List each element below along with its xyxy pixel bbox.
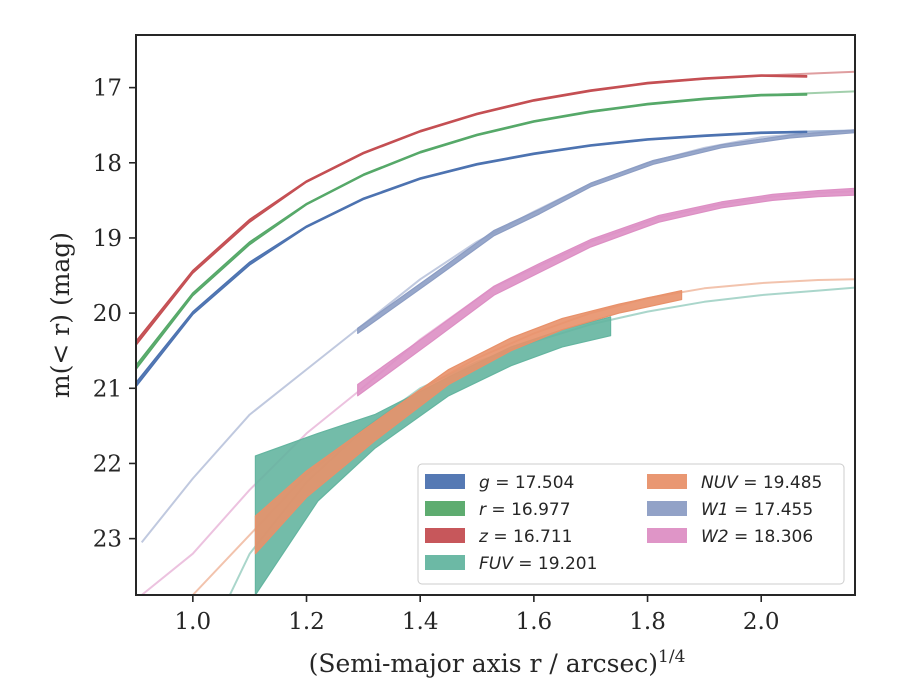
legend-equals: = (488, 527, 513, 547)
legend-equals: = (729, 527, 754, 547)
legend-symbol: NUV (701, 473, 739, 493)
legend-swatch-r (425, 501, 465, 516)
x-tick-label: 1.8 (629, 609, 666, 635)
legend-equals: = (486, 500, 511, 520)
x-tick-label: 2.0 (743, 609, 780, 635)
x-tick-label: 1.2 (288, 609, 325, 635)
data-bands (136, 74, 855, 595)
legend-equals: = (729, 500, 754, 520)
y-tick-label: 22 (93, 451, 122, 477)
legend-value: 18.306 (754, 527, 813, 547)
legend-symbol: z (478, 527, 489, 547)
legend-swatch-fuv (425, 555, 465, 570)
legend-label-r: r = 16.977 (479, 500, 571, 520)
data-band-w1 (357, 129, 855, 334)
legend-symbol: W1 (701, 500, 729, 520)
plot-frame (135, 34, 856, 596)
data-band-w2 (357, 187, 855, 397)
legend-label-z: z = 16.711 (478, 527, 572, 547)
legend-value: 17.455 (754, 500, 813, 520)
y-tick-label: 17 (93, 76, 122, 102)
legend: g = 17.504 r = 16.977 z = 16.711 FUV = 19.2… (417, 463, 845, 585)
y-axis-ticks: 17 18 19 20 21 22 23 (93, 76, 136, 553)
legend-value: 19.485 (763, 473, 822, 493)
legend-label-fuv: FUV = 19.201 (479, 554, 597, 574)
legend-value: 19.201 (538, 554, 597, 574)
x-tick-label: 1.0 (175, 609, 212, 635)
legend-label-g: g = 17.504 (479, 473, 574, 493)
x-axis-title-exponent: 1/4 (658, 647, 685, 667)
data-band-z (136, 74, 808, 346)
data-band-r (136, 92, 808, 371)
legend-swatch-w2 (647, 528, 687, 543)
y-tick-label: 19 (93, 226, 122, 252)
legend-equals: = (738, 473, 763, 493)
y-axis-title: m(< r) (mag) (46, 232, 75, 398)
legend-frame (417, 463, 845, 585)
data-band-nuv (254, 290, 683, 555)
legend-symbol: W2 (701, 527, 729, 547)
x-axis-title-base: (Semi-major axis r / arcsec) (309, 649, 658, 678)
legend-swatch-z (425, 528, 465, 543)
legend-swatch-nuv (647, 474, 687, 489)
legend-equals: = (513, 554, 538, 574)
legend-value: 16.977 (511, 500, 570, 520)
legend-label-nuv: NUV = 19.485 (701, 473, 822, 493)
legend-label-w1: W1 = 17.455 (701, 500, 813, 520)
legend-swatch-g (425, 474, 465, 489)
x-tick-label: 1.6 (516, 609, 553, 635)
y-tick-label: 18 (93, 151, 122, 177)
data-band-g (136, 130, 808, 388)
x-tick-label: 1.4 (402, 609, 439, 635)
legend-label-w2: W2 = 18.306 (701, 527, 813, 547)
y-tick-label: 21 (93, 376, 122, 402)
legend-equals: = (490, 473, 515, 493)
legend-symbol: r (479, 500, 487, 520)
y-tick-label: 20 (93, 301, 122, 327)
data-band-fuv (254, 316, 612, 595)
legend-swatch-w1 (647, 501, 687, 516)
y-tick-label: 23 (93, 527, 122, 553)
legend-value: 16.711 (513, 527, 572, 547)
x-axis-ticks: 1.0 1.2 1.4 1.6 1.8 2.0 (175, 595, 780, 635)
x-axis-title: (Semi-major axis r / arcsec)1/4 (309, 647, 686, 678)
legend-value: 17.504 (515, 473, 574, 493)
legend-symbol: FUV (479, 554, 514, 574)
legend-symbol: g (479, 473, 490, 493)
